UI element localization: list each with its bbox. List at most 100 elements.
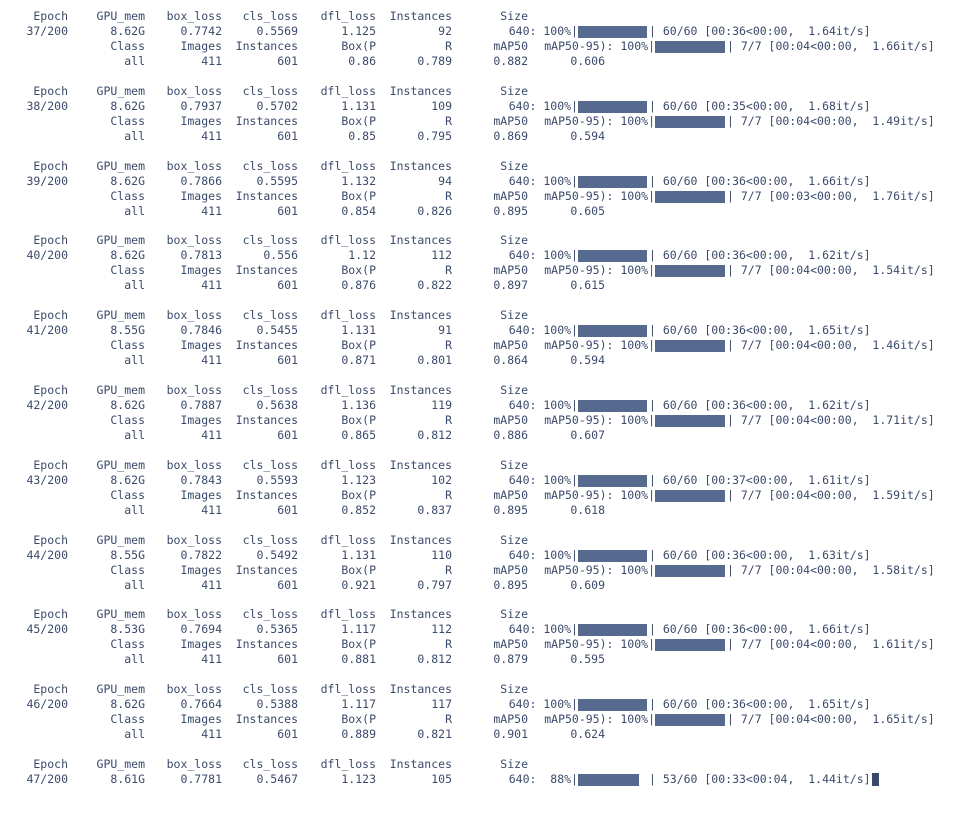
header-dfl-loss: dfl_loss xyxy=(320,458,376,472)
instances-value: 112 xyxy=(431,622,452,636)
instances-value: 105 xyxy=(431,772,452,786)
val-instances-value: 601 xyxy=(277,652,298,666)
recall-value: 0.812 xyxy=(417,652,452,666)
header-box-p: Box(P xyxy=(341,189,376,203)
size-progress-label: 640: 100%| xyxy=(508,323,578,337)
map50-95-value: 0.606 xyxy=(570,54,605,68)
header-val-instances: Instances xyxy=(235,413,298,427)
precision-value: 0.854 xyxy=(341,204,376,218)
gpu-mem-value: 8.55G xyxy=(110,323,145,337)
val-instances-value: 601 xyxy=(277,503,298,517)
gpu-mem-value: 8.55G xyxy=(110,548,145,562)
cls-loss-value: 0.5569 xyxy=(256,24,298,38)
header-images: Images xyxy=(180,338,222,352)
val-progress-bar xyxy=(655,340,725,352)
train-progress-status: | 60/60 [00:36<00:00, 1.65it/s] xyxy=(649,697,871,711)
header-epoch: Epoch xyxy=(33,757,68,771)
header-epoch: Epoch xyxy=(33,682,68,696)
block-cursor-icon xyxy=(872,773,879,786)
header-instances: Instances xyxy=(389,458,452,472)
train-progress-bar xyxy=(578,774,639,786)
cls-loss-value: 0.5595 xyxy=(256,174,298,188)
instances-value: 109 xyxy=(431,99,452,113)
val-metrics-row: all 411 601 0.881 0.812 0.879 0.595 xyxy=(0,652,963,667)
map50-value: 0.897 xyxy=(493,278,528,292)
cls-loss-value: 0.5702 xyxy=(256,99,298,113)
header-r: R xyxy=(445,413,452,427)
header-dfl-loss: dfl_loss xyxy=(320,233,376,247)
train-progress-bar xyxy=(578,475,647,487)
header-class: Class xyxy=(110,114,145,128)
header-images: Images xyxy=(180,114,222,128)
class-value: all xyxy=(124,278,145,292)
size-progress-label: 640: 100%| xyxy=(508,99,578,113)
header-instances: Instances xyxy=(389,757,452,771)
header-cls-loss: cls_loss xyxy=(242,9,298,23)
box-loss-value: 0.7694 xyxy=(180,622,222,636)
dfl-loss-value: 1.125 xyxy=(341,24,376,38)
epoch-block: Epoch GPU_mem box_loss cls_loss dfl_loss Inst… xyxy=(0,682,963,742)
header-val-instances: Instances xyxy=(235,263,298,277)
epoch-value: 37/200 xyxy=(26,24,68,38)
box-loss-value: 0.7866 xyxy=(180,174,222,188)
train-progress-status: | 60/60 [00:36<00:00, 1.66it/s] xyxy=(649,622,871,636)
header-map50-95: mAP50-95): 100%| xyxy=(544,338,655,352)
precision-value: 0.921 xyxy=(341,578,376,592)
val-progress-bar xyxy=(655,490,725,502)
header-cls-loss: cls_loss xyxy=(242,682,298,696)
header-box-loss: box_loss xyxy=(166,682,222,696)
gpu-mem-value: 8.62G xyxy=(110,697,145,711)
header-val-instances: Instances xyxy=(235,189,298,203)
train-progress-status: | 60/60 [00:36<00:00, 1.62it/s] xyxy=(649,248,871,262)
header-box-loss: box_loss xyxy=(166,607,222,621)
header-map50-95: mAP50-95): 100%| xyxy=(544,413,655,427)
header-box-p: Box(P xyxy=(341,114,376,128)
train-progress-status: | 60/60 [00:36<00:00, 1.64it/s] xyxy=(649,24,871,38)
epoch-block: Epoch GPU_mem box_loss cls_loss dfl_loss Inst… xyxy=(0,84,963,144)
epoch-block: Epoch GPU_mem box_loss cls_loss dfl_loss Inst… xyxy=(0,9,963,69)
header-instances: Instances xyxy=(389,308,452,322)
header-map50: mAP50 xyxy=(493,338,528,352)
header-images: Images xyxy=(180,263,222,277)
header-map50: mAP50 xyxy=(493,114,528,128)
header-gpu-mem: GPU_mem xyxy=(96,308,145,322)
images-value: 411 xyxy=(201,278,222,292)
val-progress-status: | 7/7 [00:04<00:00, 1.66it/s] xyxy=(727,39,935,53)
header-cls-loss: cls_loss xyxy=(242,308,298,322)
train-header-row: Epoch GPU_mem box_loss cls_loss dfl_loss Inst… xyxy=(0,233,963,248)
val-progress-status: | 7/7 [00:04<00:00, 1.58it/s] xyxy=(727,563,935,577)
val-metrics-row: all 411 601 0.865 0.812 0.886 0.607 xyxy=(0,428,963,443)
val-progress-status: | 7/7 [00:03<00:00, 1.76it/s] xyxy=(727,189,935,203)
header-map50: mAP50 xyxy=(493,712,528,726)
precision-value: 0.86 xyxy=(348,54,376,68)
header-map50: mAP50 xyxy=(493,39,528,53)
val-progress-bar xyxy=(655,565,725,577)
header-epoch: Epoch xyxy=(33,84,68,98)
val-progress-bar xyxy=(655,415,725,427)
dfl-loss-value: 1.117 xyxy=(341,697,376,711)
header-class: Class xyxy=(110,39,145,53)
val-instances-value: 601 xyxy=(277,204,298,218)
precision-value: 0.876 xyxy=(341,278,376,292)
instances-value: 110 xyxy=(431,548,452,562)
header-size: Size xyxy=(500,533,528,547)
header-r: R xyxy=(445,189,452,203)
header-size: Size xyxy=(500,308,528,322)
header-instances: Instances xyxy=(389,383,452,397)
val-metrics-row: all 411 601 0.871 0.801 0.864 0.594 xyxy=(0,353,963,368)
images-value: 411 xyxy=(201,578,222,592)
header-r: R xyxy=(445,338,452,352)
box-loss-value: 0.7937 xyxy=(180,99,222,113)
epoch-value: 40/200 xyxy=(26,248,68,262)
train-progress-bar xyxy=(578,699,647,711)
box-loss-value: 0.7887 xyxy=(180,398,222,412)
dfl-loss-value: 1.12 xyxy=(348,248,376,262)
header-map50-95: mAP50-95): 100%| xyxy=(544,637,655,651)
train-header-row: Epoch GPU_mem box_loss cls_loss dfl_loss Inst… xyxy=(0,9,963,24)
map50-value: 0.895 xyxy=(493,204,528,218)
